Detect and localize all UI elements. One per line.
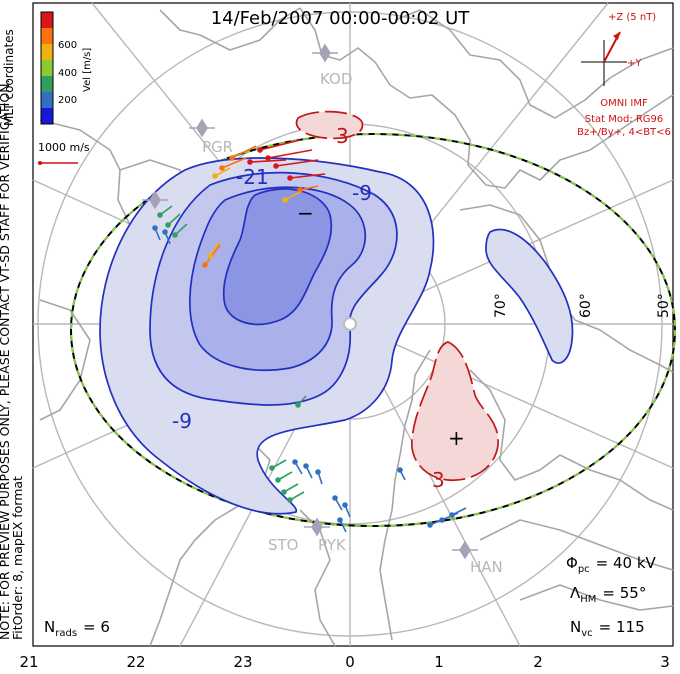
colorbar-tick-400: 400: [58, 68, 77, 79]
imf-clock: +Z (5 nT) +Y OMNI IMF Stat Mod: RG96 Bz+…: [577, 12, 671, 138]
map-title: 14/Feb/2007 00:00-00:02 UT: [210, 8, 470, 29]
latitude-label-70: 70°: [493, 293, 509, 318]
contour-labels: -21 -9 -9 3 3 − +: [172, 124, 465, 492]
contour-pos-bottom: [411, 341, 499, 481]
potential-minimum-marker: −: [297, 201, 314, 225]
colorbar-tick-200: 200: [58, 95, 77, 106]
mlt-coordinates-label: MLT coordinates: [2, 29, 16, 126]
negative-convection-cell: [99, 157, 435, 515]
latitude-label-50: 50°: [656, 293, 672, 318]
velocity-vectors: [152, 139, 467, 533]
station-label-han: HAN: [470, 558, 503, 576]
preview-note-line-2: FitOrder: 8, mapEX format: [10, 476, 25, 640]
stat-n-vc: Nvc = 115: [570, 618, 645, 639]
reference-vector-label: 1000 m/s: [38, 141, 90, 154]
contour-neg-4: [222, 188, 333, 326]
contour-label-neg-left: -9: [172, 409, 192, 433]
stat-phi-pc: Φpc = 40 kV: [566, 554, 657, 575]
velocity-colorbar: 600 400 200 Vel [m/s]: [40, 11, 93, 125]
colorbar-label: Vel [m/s]: [82, 48, 93, 92]
mlt-tick-21: 21: [19, 653, 38, 671]
imf-z-label: +Z (5 nT): [608, 12, 656, 23]
contour-neg-right-lobe: [485, 228, 574, 364]
latitude-label-60: 60°: [578, 293, 594, 318]
imf-model: Stat Mod: RG96: [585, 114, 664, 125]
colorbar-tick-600: 600: [58, 40, 77, 51]
hm-boundary-dash: [70, 133, 676, 527]
station-labels: KOD PGR STO PYK HAN: [202, 70, 503, 576]
latitude-labels: 70° 60° 50°: [493, 293, 672, 318]
map-statistics: Φpc = 40 kV ΛHM = 55° Nvc = 115 Nrads = 6: [44, 554, 657, 639]
mlt-tick-23: 23: [233, 653, 252, 671]
coastlines: [39, 7, 674, 647]
imf-y-label: +Y: [627, 58, 642, 69]
imf-conditions: Bz+/By+, 4<BT<6: [577, 127, 671, 138]
contour-pos-top: [295, 110, 364, 140]
radar-station-markers: [142, 43, 478, 560]
stat-n-rads: Nrads = 6: [44, 618, 110, 639]
stat-lambda-hm: ΛHM = 55°: [570, 584, 646, 605]
mlt-tick-3: 3: [660, 653, 670, 671]
mlt-axis-labels: 21 22 23 0 1 2 3: [19, 653, 669, 671]
station-label-pyk: PYK: [318, 536, 347, 554]
contour-label-pos-top: 3: [336, 124, 349, 148]
station-label-sto: STO: [268, 536, 299, 554]
contour-label-neg-inner: -21: [236, 165, 269, 189]
positive-convection-cells: [295, 110, 499, 481]
mlt-tick-0: 0: [345, 653, 355, 671]
preview-note: NOTE: FOR PREVIEW PURPOSES ONLY, PLEASE …: [0, 79, 25, 640]
station-label-kod: KOD: [320, 70, 352, 88]
mlt-tick-1: 1: [434, 653, 444, 671]
station-label-pgr: PGR: [202, 138, 233, 156]
potential-maximum-marker: +: [448, 426, 465, 450]
mlt-tick-2: 2: [533, 653, 543, 671]
contour-label-neg-outer: -9: [352, 181, 372, 205]
contour-label-pos-bottom: 3: [432, 468, 445, 492]
reference-vector: 1000 m/s: [38, 141, 90, 165]
pole-marker: [343, 317, 357, 331]
mlt-tick-22: 22: [126, 653, 145, 671]
imf-source: OMNI IMF: [600, 98, 648, 109]
